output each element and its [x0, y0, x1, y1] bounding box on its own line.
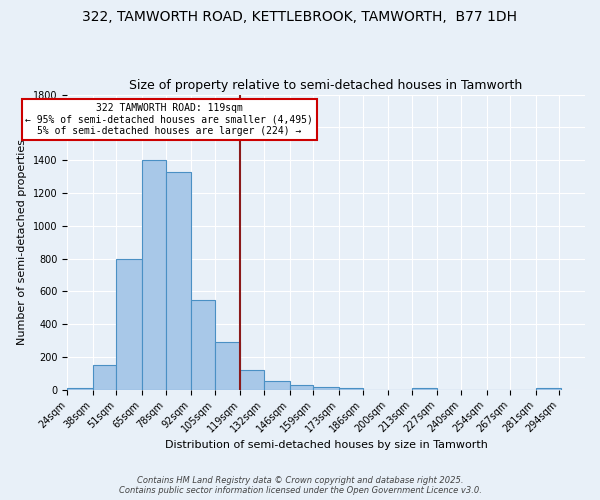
Text: 322 TAMWORTH ROAD: 119sqm
← 95% of semi-detached houses are smaller (4,495)
5% o: 322 TAMWORTH ROAD: 119sqm ← 95% of semi-…	[25, 102, 313, 136]
Bar	[339, 388, 362, 390]
Text: 322, TAMWORTH ROAD, KETTLEBROOK, TAMWORTH,  B77 1DH: 322, TAMWORTH ROAD, KETTLEBROOK, TAMWORT…	[83, 10, 517, 24]
Y-axis label: Number of semi-detached properties: Number of semi-detached properties	[17, 139, 28, 345]
Bar	[191, 300, 215, 390]
Bar	[166, 172, 191, 390]
Bar	[241, 370, 264, 390]
Text: Contains HM Land Registry data © Crown copyright and database right 2025.
Contai: Contains HM Land Registry data © Crown c…	[119, 476, 481, 495]
Bar	[116, 258, 142, 390]
Bar	[536, 388, 562, 390]
Bar	[215, 342, 241, 390]
Bar	[93, 365, 116, 390]
Bar	[313, 388, 339, 390]
Title: Size of property relative to semi-detached houses in Tamworth: Size of property relative to semi-detach…	[130, 79, 523, 92]
Bar	[264, 381, 290, 390]
Bar	[290, 385, 313, 390]
Bar	[142, 160, 166, 390]
X-axis label: Distribution of semi-detached houses by size in Tamworth: Distribution of semi-detached houses by …	[164, 440, 488, 450]
Bar	[67, 388, 93, 390]
Bar	[412, 388, 437, 390]
